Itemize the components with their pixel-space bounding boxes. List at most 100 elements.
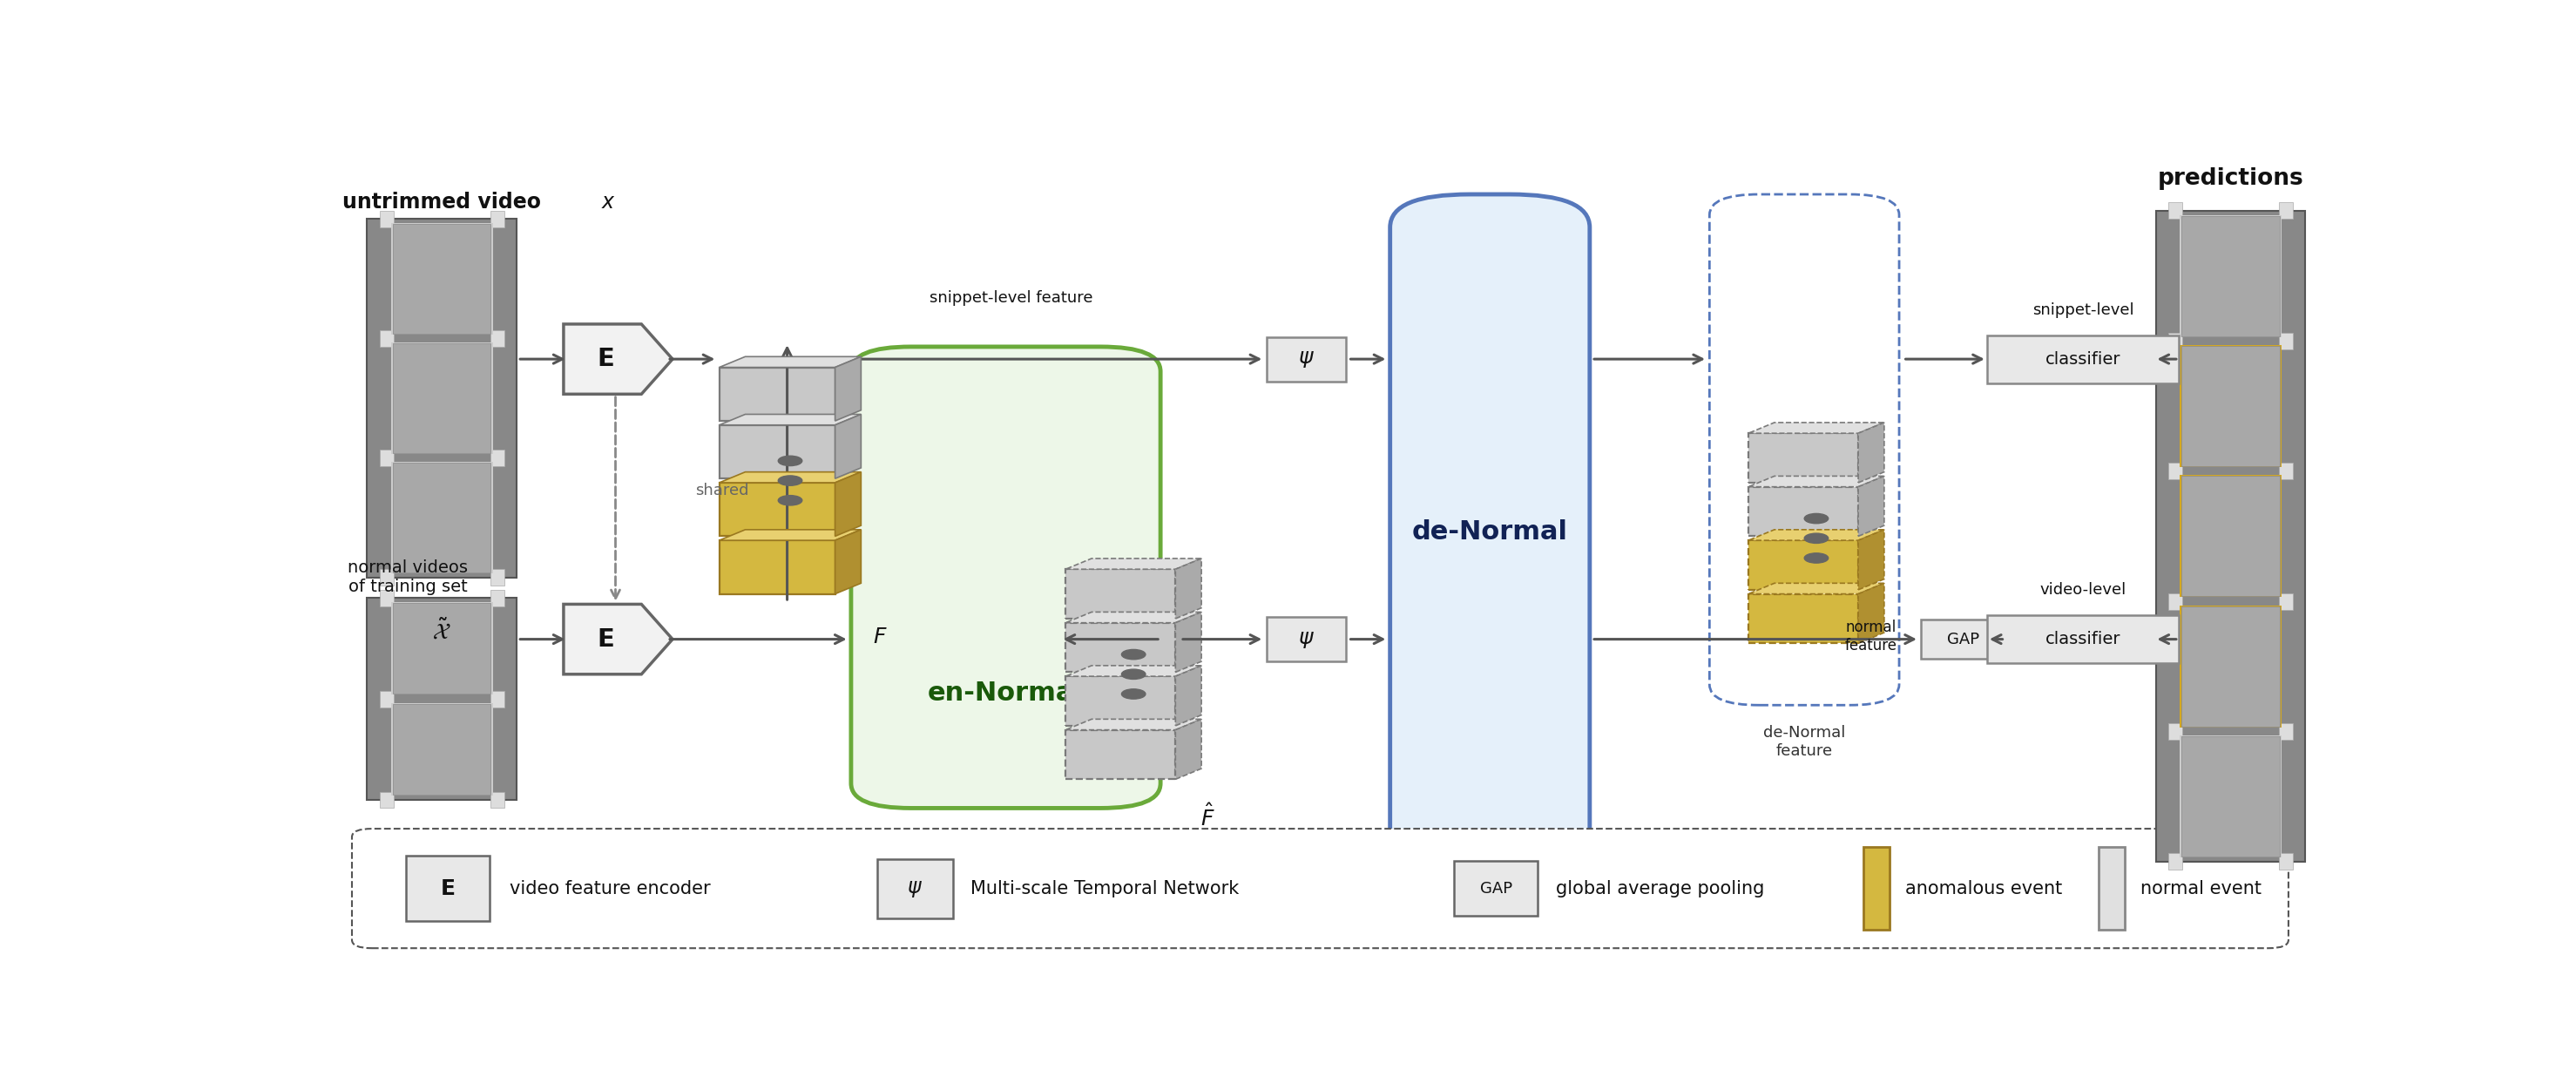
Bar	[2169, 723, 2182, 739]
Polygon shape	[1066, 719, 1200, 730]
Polygon shape	[719, 472, 860, 483]
Bar	[2182, 346, 2280, 467]
Bar	[1066, 730, 1175, 779]
Polygon shape	[1857, 476, 1883, 536]
Bar	[2280, 333, 2293, 349]
Text: untrimmed video: untrimmed video	[343, 193, 541, 213]
Bar	[1066, 569, 1175, 618]
Bar	[392, 703, 492, 796]
Bar	[1267, 337, 1347, 381]
Circle shape	[1121, 649, 1146, 659]
Text: snippet-level: snippet-level	[2032, 302, 2133, 318]
Bar	[1749, 433, 1857, 483]
Polygon shape	[1175, 666, 1200, 725]
Text: normal
feature: normal feature	[1844, 620, 1899, 654]
Bar	[392, 462, 492, 574]
Bar	[1986, 335, 2179, 383]
Bar	[366, 219, 518, 578]
Polygon shape	[835, 472, 860, 536]
Text: GAP: GAP	[1479, 881, 1512, 897]
Bar	[719, 483, 835, 536]
Text: predictions: predictions	[2159, 168, 2303, 190]
Bar	[1453, 861, 1538, 916]
Text: classifier: classifier	[2045, 631, 2120, 647]
Bar	[719, 540, 835, 594]
Bar	[394, 224, 489, 334]
Text: $x$: $x$	[603, 193, 616, 213]
Bar	[1749, 487, 1857, 536]
Bar	[489, 211, 505, 227]
Bar	[2169, 854, 2182, 870]
Bar	[2169, 202, 2182, 219]
Bar	[2179, 735, 2282, 857]
Bar	[2280, 202, 2293, 219]
Text: GAP: GAP	[1947, 631, 1978, 647]
Bar	[489, 449, 505, 467]
Bar	[489, 691, 505, 707]
Text: en-Normal: en-Normal	[927, 681, 1084, 705]
Bar	[2179, 346, 2282, 467]
Bar	[489, 792, 505, 808]
Polygon shape	[1175, 559, 1200, 618]
Bar	[2169, 333, 2182, 349]
Text: anomalous event: anomalous event	[1906, 880, 2063, 897]
Text: $\psi$: $\psi$	[1298, 349, 1314, 369]
Text: $F$: $F$	[873, 627, 889, 647]
Text: normal videos
of training set: normal videos of training set	[348, 560, 469, 595]
Bar	[392, 224, 492, 334]
Bar	[379, 569, 394, 585]
Circle shape	[1803, 533, 1829, 544]
Bar	[2280, 463, 2293, 479]
Circle shape	[1803, 514, 1829, 523]
Polygon shape	[719, 414, 860, 425]
Text: snippet-level feature: snippet-level feature	[930, 290, 1092, 306]
Bar	[379, 211, 394, 227]
Polygon shape	[835, 414, 860, 478]
Bar	[1267, 617, 1347, 661]
Bar	[1986, 615, 2179, 663]
Text: global average pooling: global average pooling	[1556, 880, 1765, 897]
Bar	[1749, 594, 1857, 643]
Polygon shape	[1857, 583, 1883, 643]
Text: de-Normal
feature: de-Normal feature	[1762, 725, 1844, 759]
Text: video feature encoder: video feature encoder	[510, 880, 711, 897]
Bar	[2280, 854, 2293, 870]
Polygon shape	[1066, 612, 1200, 623]
Bar	[1066, 676, 1175, 725]
Polygon shape	[1175, 719, 1200, 779]
Bar	[719, 425, 835, 478]
Polygon shape	[1749, 583, 1883, 594]
Bar	[2182, 476, 2280, 596]
Text: $\hat{F}$: $\hat{F}$	[1200, 804, 1216, 830]
Bar	[2099, 847, 2125, 930]
Bar	[2182, 216, 2280, 336]
Text: shared: shared	[696, 483, 750, 499]
Bar	[379, 792, 394, 808]
Polygon shape	[1749, 423, 1883, 433]
Text: Multi-scale Temporal Network: Multi-scale Temporal Network	[971, 880, 1239, 897]
Bar	[876, 859, 953, 918]
Bar	[2179, 475, 2282, 597]
Bar	[2169, 463, 2182, 479]
Circle shape	[1803, 553, 1829, 563]
Polygon shape	[835, 356, 860, 421]
Bar	[392, 342, 492, 454]
Bar	[2280, 723, 2293, 739]
Circle shape	[778, 456, 801, 465]
Polygon shape	[835, 530, 860, 594]
Text: E: E	[598, 347, 613, 371]
Bar	[1922, 620, 2004, 659]
Bar	[1862, 847, 1888, 930]
Bar	[394, 603, 489, 694]
Bar	[2182, 736, 2280, 857]
Bar	[379, 449, 394, 467]
Text: classifier: classifier	[2045, 351, 2120, 367]
FancyBboxPatch shape	[850, 347, 1162, 808]
Bar	[719, 367, 835, 421]
Bar	[366, 598, 518, 800]
Bar	[2179, 606, 2282, 728]
Circle shape	[1121, 689, 1146, 699]
Bar	[489, 569, 505, 585]
Bar	[379, 590, 394, 607]
Polygon shape	[564, 605, 672, 674]
